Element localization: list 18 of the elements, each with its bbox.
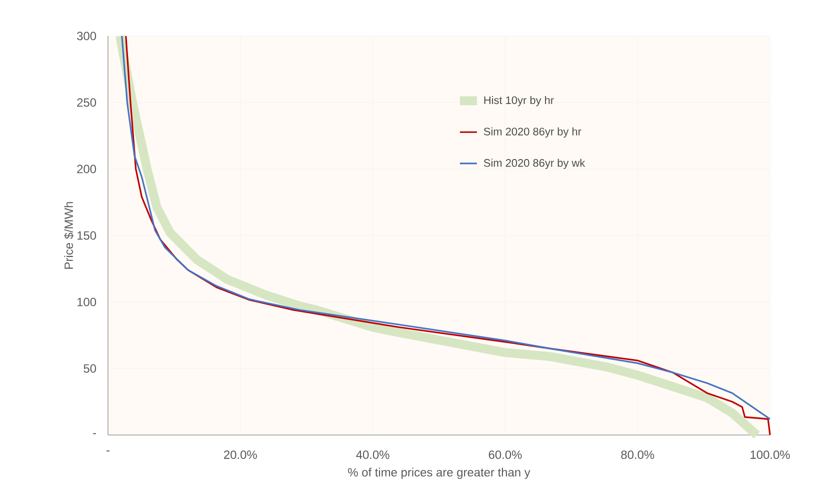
x-tick-label: 80.0%: [621, 450, 654, 459]
legend-label: Sim 2020 86yr by hr: [484, 127, 582, 138]
x-tick-label: 20.0%: [224, 450, 257, 459]
y-tick-label: -: [93, 433, 96, 434]
x-tick-label: 40.0%: [356, 450, 390, 459]
legend-label: Sim 2020 86yr by wk: [484, 158, 586, 169]
y-tick-label: 150: [77, 231, 96, 240]
y-tick-label: 50: [84, 364, 96, 373]
y-tick-label: 300: [77, 32, 96, 40]
x-tick-label: -: [106, 450, 110, 452]
y-tick-label: 250: [77, 98, 96, 107]
x-tick-label: 60.0%: [488, 450, 522, 459]
x-axis-title: % of time prices are greater than y: [348, 468, 530, 479]
legend-label: Hist 10yr by hr: [484, 96, 554, 106]
y-tick-label: 100: [77, 298, 96, 306]
x-tick-label: 100.0%: [750, 450, 790, 459]
y-axis-title: Price $/MWh: [64, 202, 74, 269]
y-tick-label: 200: [77, 164, 96, 174]
